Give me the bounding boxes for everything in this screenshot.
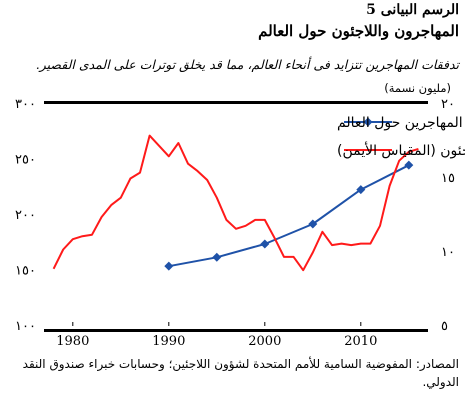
source-note: المصادر: المفوضية السامية للأمم المتحدة … bbox=[22, 357, 459, 389]
x-axis-tick-label: 1980 bbox=[56, 334, 89, 349]
x-axis-ticks: 1980 1990 2000 2010 bbox=[56, 322, 377, 349]
left-axis-tick-label: ١٥٠ bbox=[15, 264, 36, 279]
right-axis-tick-label: ١٥ bbox=[441, 171, 455, 186]
unit-label: (مليون نسمة) bbox=[384, 81, 451, 95]
right-axis-tick-label: ٢٠ bbox=[441, 97, 455, 112]
right-axis-tick-label: ١٠ bbox=[441, 245, 455, 260]
migrants-data-point bbox=[212, 252, 222, 262]
legend-migrants-marker bbox=[363, 117, 373, 127]
migrants-data-point bbox=[164, 261, 174, 271]
left-axis-ticks: ١٠٠ ١٥٠ ٢٠٠ ٢٥٠ ٣٠٠ bbox=[15, 97, 36, 334]
left-axis-tick-label: ٢٠٠ bbox=[15, 208, 36, 223]
chart-title: المهاجرون واللاجئون حول العالم bbox=[258, 22, 459, 40]
right-axis-ticks: ٥ ١٠ ١٥ ٢٠ bbox=[441, 97, 455, 334]
legend: إجمالي المهاجرين حول العالم اللاجئون (الم… bbox=[337, 115, 465, 159]
chart-frame bbox=[44, 101, 428, 332]
migrants-data-point bbox=[308, 219, 318, 229]
line-chart: ١٠٠ ١٥٠ ٢٠٠ ٢٥٠ ٣٠٠ ٥ ١٠ ١٥ ٢٠ 1980 1990 2000 2010… bbox=[15, 97, 465, 349]
refugees-series-line bbox=[52, 134, 419, 272]
x-axis-tick-label: 2010 bbox=[344, 334, 377, 349]
migrants-data-point bbox=[260, 239, 270, 249]
right-axis-tick-label: ٥ bbox=[441, 319, 448, 334]
legend-migrants-label: إجمالي المهاجرين حول العالم bbox=[337, 115, 465, 131]
migrants-series-line bbox=[168, 164, 410, 268]
x-axis-tick-label: 1990 bbox=[152, 334, 185, 349]
series-group bbox=[52, 134, 419, 272]
migrants-data-point bbox=[356, 185, 366, 195]
left-axis-tick-label: ٣٠٠ bbox=[15, 97, 36, 112]
migrants-data-point bbox=[404, 160, 414, 170]
legend-refugees-label: اللاجئون (المقياس الأيمن) bbox=[337, 141, 465, 159]
chart-subtitle: تدفقات المهاجرين تتزايد فى أنحاء العالم،… bbox=[35, 57, 459, 72]
left-axis-tick-label: ١٠٠ bbox=[15, 319, 36, 334]
x-axis-tick-label: 2000 bbox=[248, 334, 281, 349]
left-axis-tick-label: ٢٥٠ bbox=[15, 153, 36, 168]
chart-label: الرسم البيانى 5 bbox=[366, 2, 459, 18]
